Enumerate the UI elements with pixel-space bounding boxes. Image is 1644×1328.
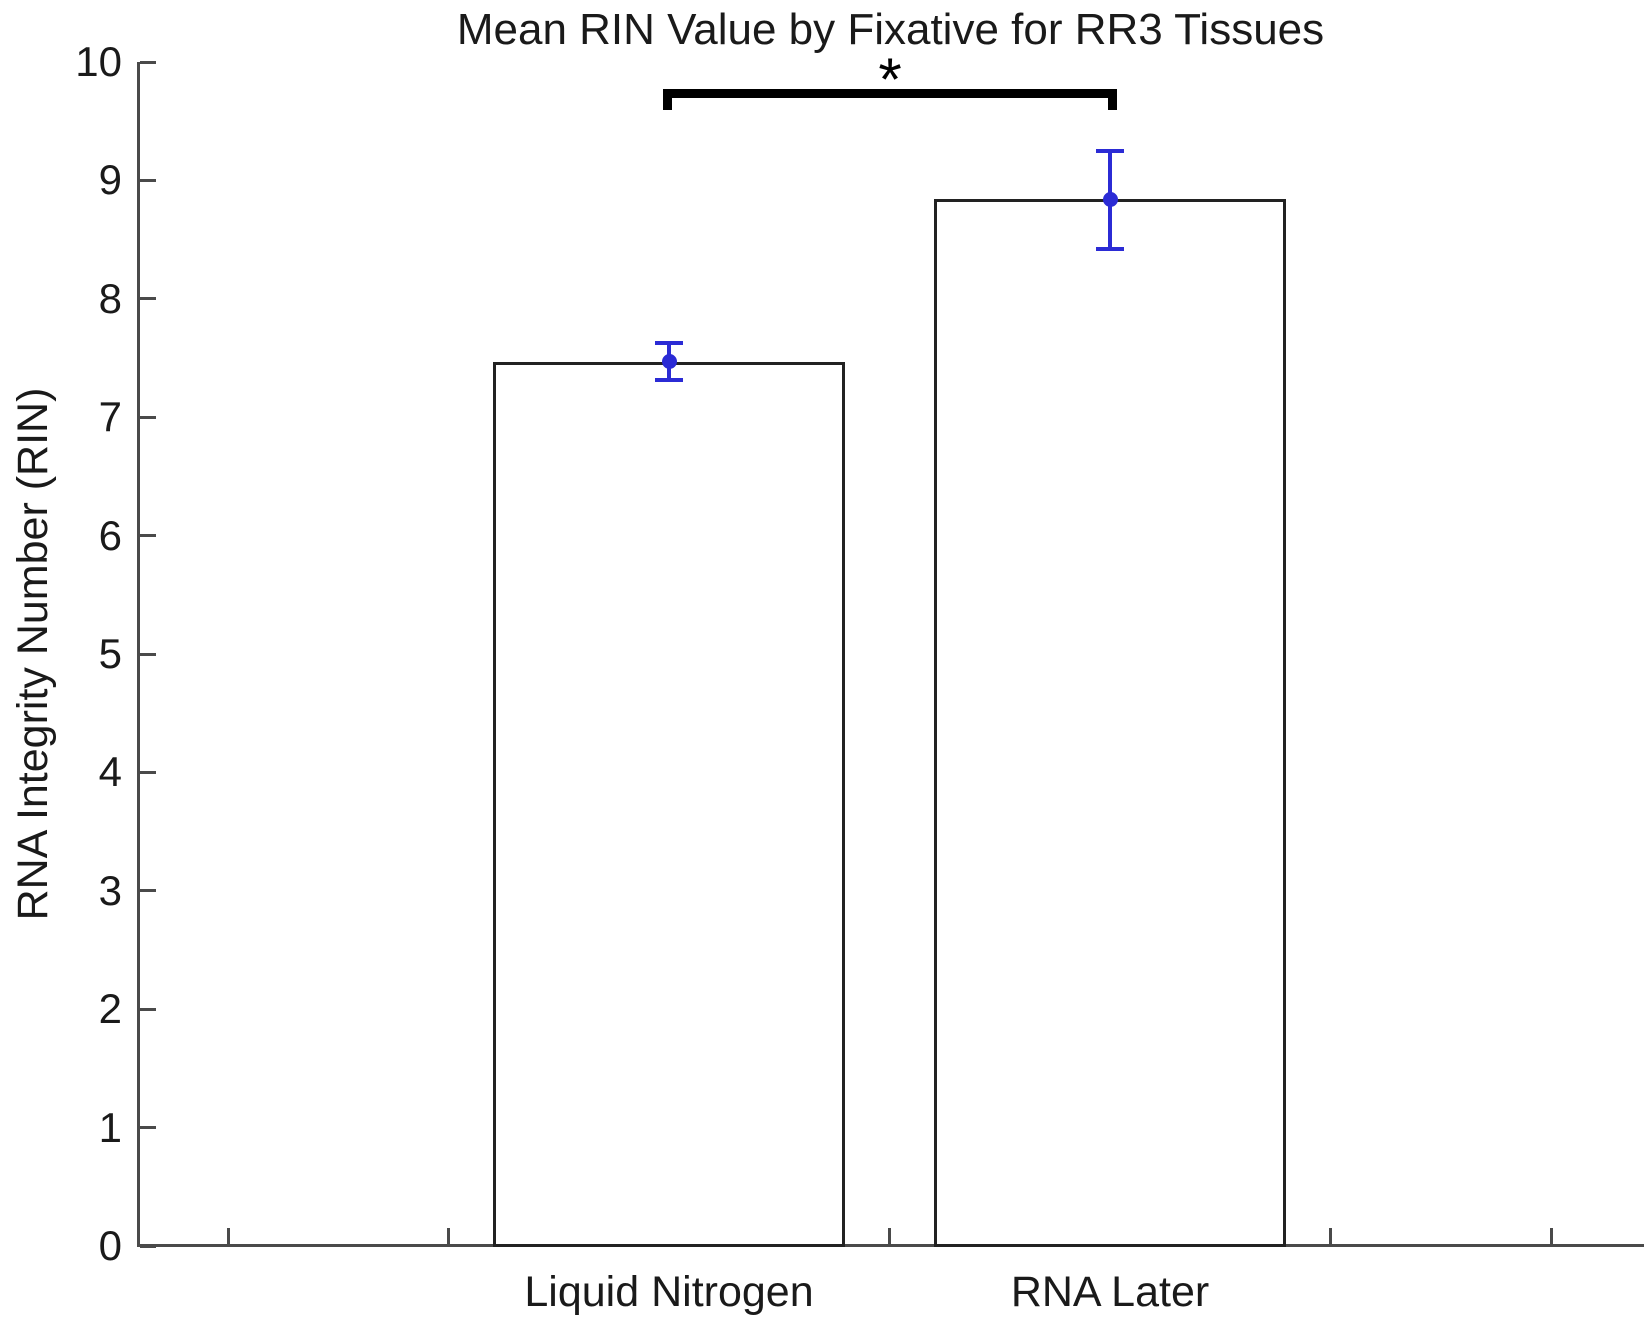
error-bar-top-cap xyxy=(1096,148,1124,153)
significance-bracket-left-end xyxy=(663,89,672,110)
y-axis-tick xyxy=(140,60,156,64)
y-axis-tick xyxy=(140,534,156,538)
error-bar-mean-marker xyxy=(661,354,677,370)
y-axis-line xyxy=(137,62,140,1247)
chart-title: Mean RIN Value by Fixative for RR3 Tissu… xyxy=(456,5,1325,54)
error-bar-bottom-cap xyxy=(655,378,683,383)
x-tick-label-rna-later: RNA Later xyxy=(1010,1268,1210,1316)
y-tick-label: 8 xyxy=(98,274,122,322)
x-axis-tick xyxy=(1329,1228,1332,1244)
error-bar-top-cap xyxy=(655,340,683,345)
y-tick-label: 3 xyxy=(98,866,122,914)
y-axis-tick xyxy=(140,652,156,656)
error-bar-mean-marker xyxy=(1102,191,1118,207)
significance-asterisk: * xyxy=(878,46,902,113)
y-tick-label: 5 xyxy=(98,630,122,677)
y-axis-tick xyxy=(140,415,156,419)
y-axis-tick xyxy=(140,1126,156,1130)
x-axis-tick xyxy=(447,1228,450,1244)
y-axis-tick xyxy=(140,889,156,893)
y-tick-label: 6 xyxy=(98,511,122,559)
bar-rna-later xyxy=(933,199,1287,1247)
significance-bracket-line xyxy=(663,89,1117,98)
x-tick-label-liquid-nitrogen: Liquid Nitrogen xyxy=(524,1268,814,1316)
significance-bracket-right-end xyxy=(1108,89,1117,110)
x-axis-tick xyxy=(226,1228,230,1244)
y-tick-label: 9 xyxy=(98,156,122,204)
y-axis-tick xyxy=(140,770,156,774)
y-tick-label: 7 xyxy=(98,393,122,441)
x-axis-tick xyxy=(1549,1228,1553,1244)
bar-liquid-nitrogen xyxy=(492,361,846,1247)
y-tick-label: 2 xyxy=(98,985,122,1033)
y-axis-tick xyxy=(140,297,156,301)
y-axis-tick xyxy=(140,1007,156,1011)
x-axis-line xyxy=(137,1244,1644,1247)
error-bar-bottom-cap xyxy=(1096,247,1124,252)
y-tick-label: 10 xyxy=(75,38,122,85)
y-axis-tick xyxy=(140,178,156,182)
y-axis-tick xyxy=(140,1244,156,1248)
y-tick-label: 0 xyxy=(98,1222,122,1269)
y-tick-label: 4 xyxy=(98,748,122,796)
y-tick-label: 1 xyxy=(98,1103,122,1151)
x-axis-tick xyxy=(888,1228,891,1244)
